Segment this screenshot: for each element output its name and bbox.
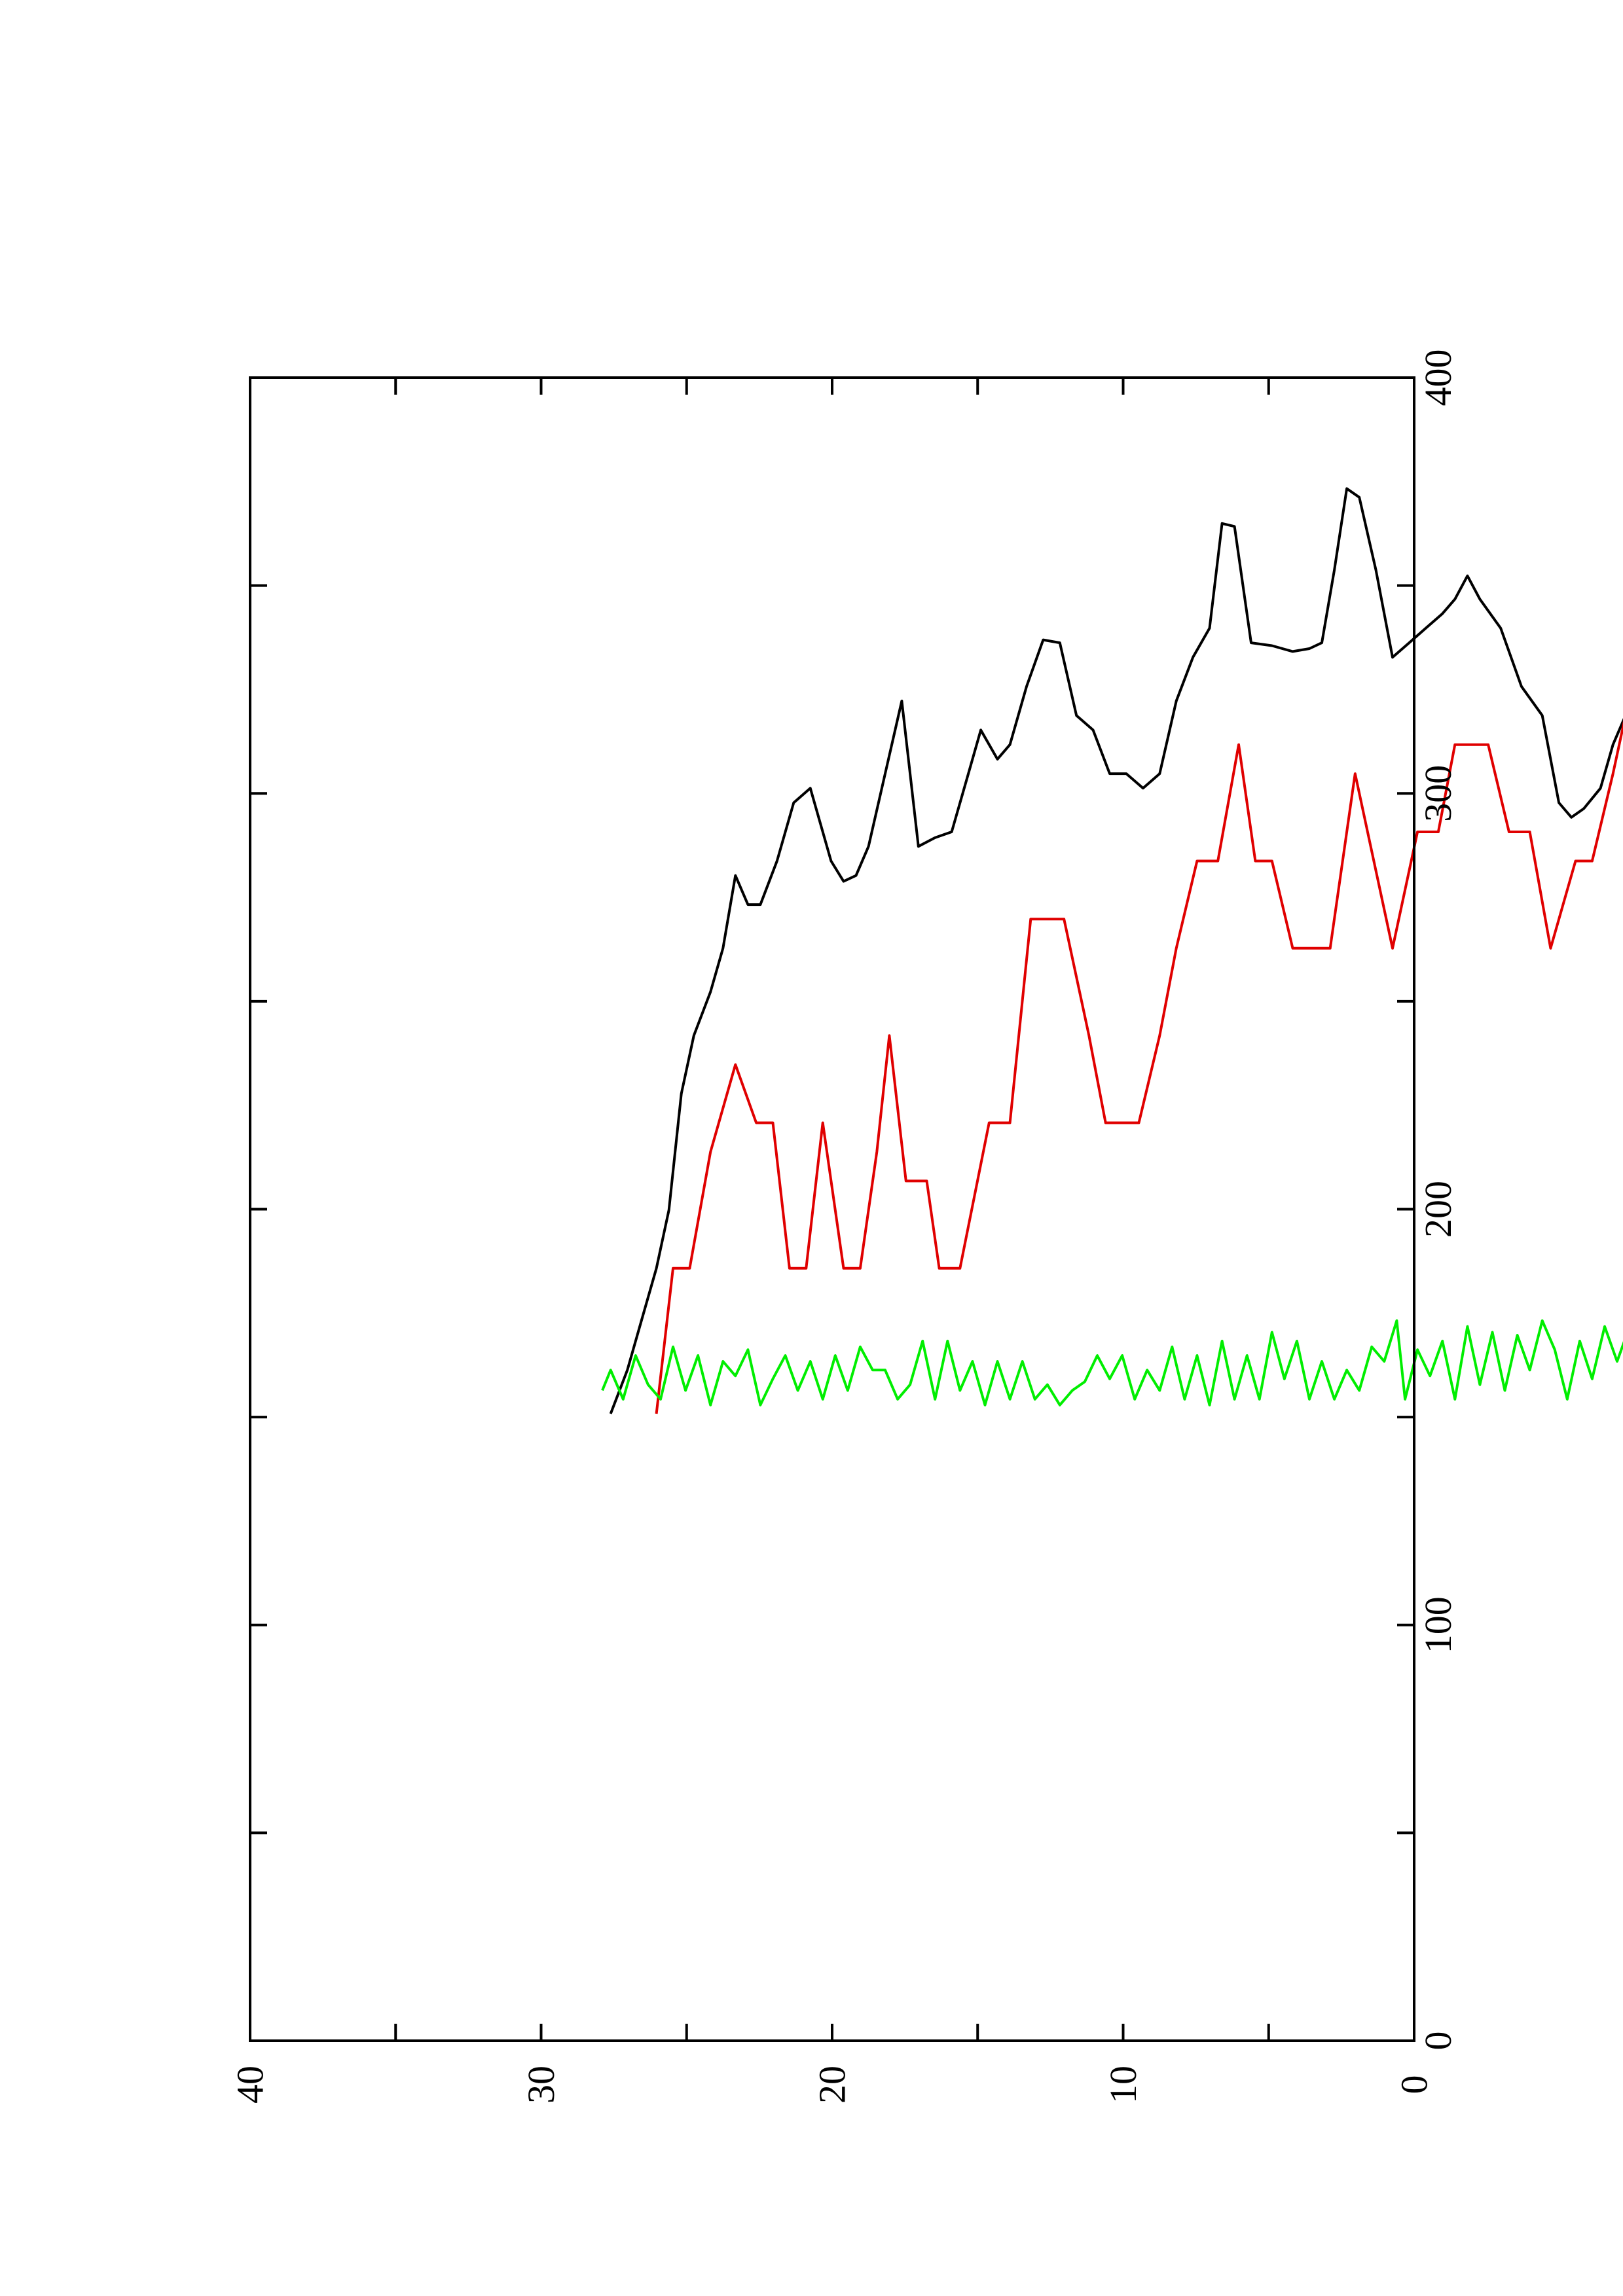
y-tick-label: 10 xyxy=(1102,2066,1144,2104)
tick-labels: 0 100 200 300 400 0 10 20 30 40 xyxy=(229,350,1460,2104)
y-tick-label: 30 xyxy=(520,2066,562,2104)
series-2-line xyxy=(655,721,1623,1414)
series-layer xyxy=(601,487,1623,1414)
x-tick-label: 200 xyxy=(1417,1181,1459,1238)
y-tick-label: 0 xyxy=(1393,2075,1436,2094)
x-tick-label: 0 xyxy=(1417,2032,1459,2051)
x-tick-label: 400 xyxy=(1417,350,1459,406)
y-tick-label: 20 xyxy=(811,2066,854,2104)
series-1-line xyxy=(609,487,1623,1414)
y-tick-label: 40 xyxy=(229,2066,272,2104)
x-tick-label: 100 xyxy=(1417,1596,1459,1653)
plot-frame xyxy=(249,376,1415,2042)
x-tick-label: 300 xyxy=(1417,765,1459,822)
axis-ticks xyxy=(249,376,1415,2042)
series-3-line xyxy=(601,1319,1623,1407)
